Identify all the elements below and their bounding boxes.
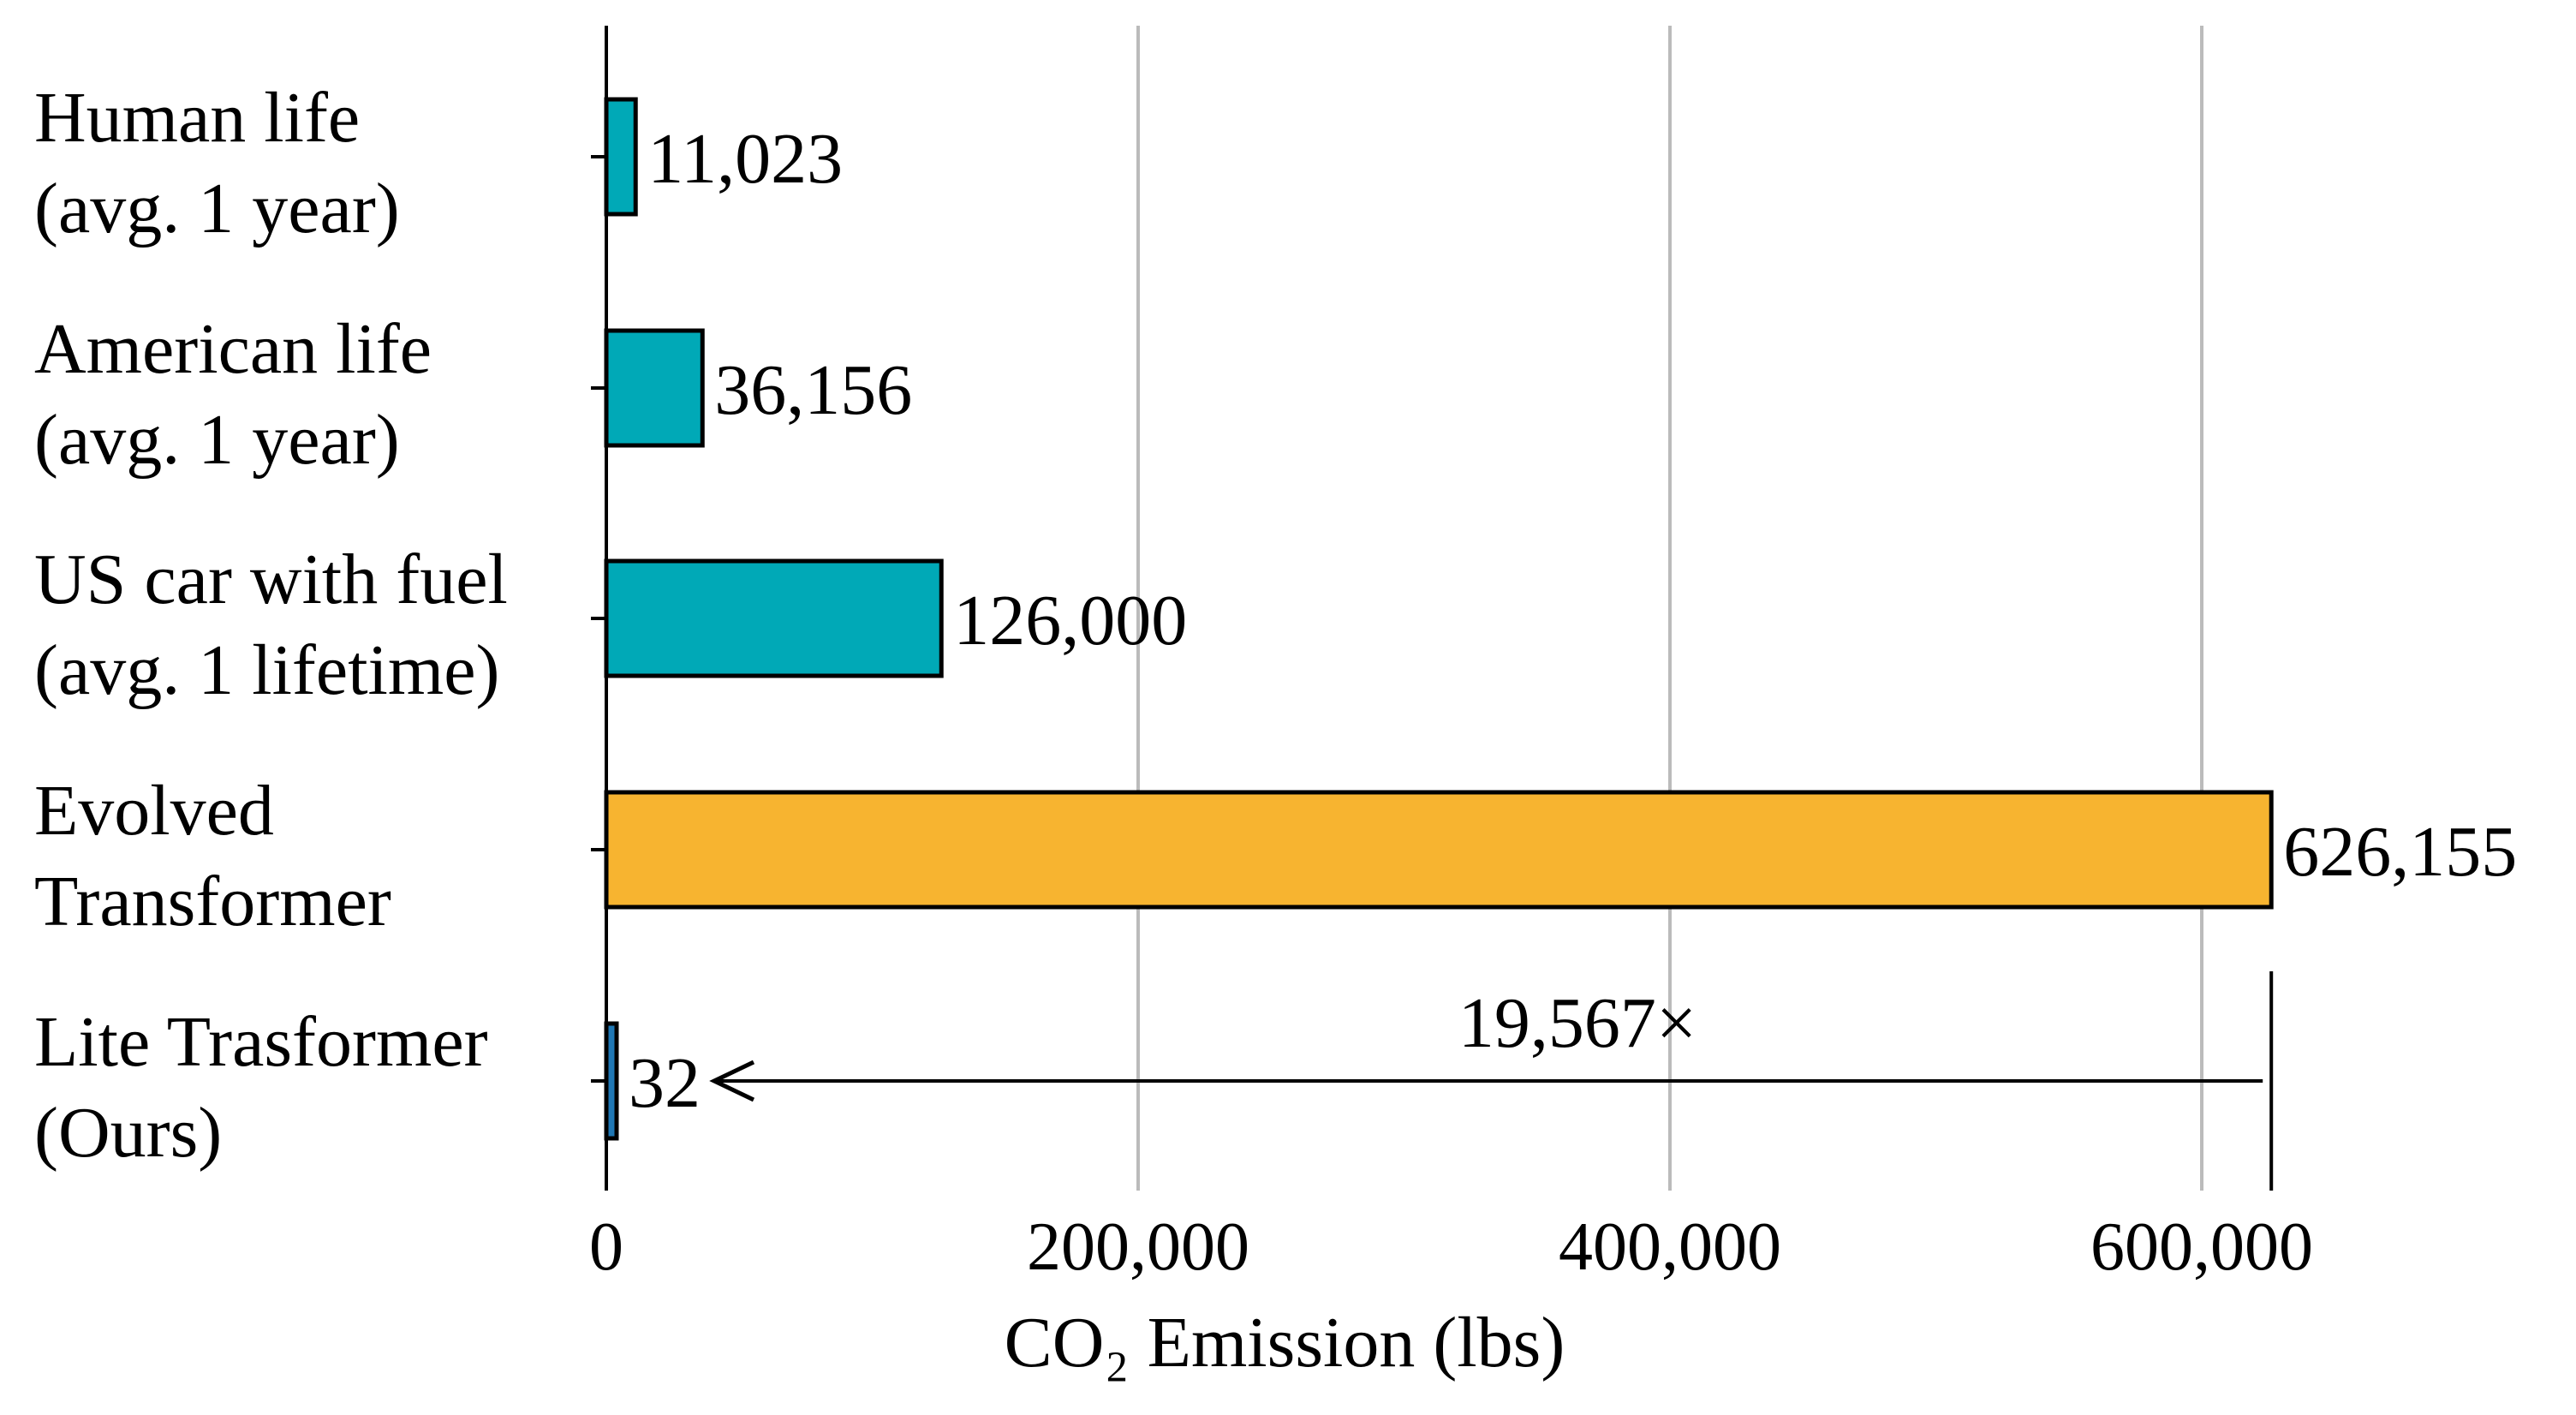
category-label-3: Evolved Transformer xyxy=(34,771,391,941)
category-label-line: (avg. 1 year) xyxy=(34,169,400,248)
x-tick-label-1: 200,000 xyxy=(1027,1209,1249,1285)
value-label-1: 36,156 xyxy=(714,350,912,430)
x-axis-title: CO₂ Emission (lbs) xyxy=(1005,1303,1565,1382)
value-label-0: 11,023 xyxy=(647,119,843,199)
category-label-line: Transformer xyxy=(34,862,391,941)
value-label-3: 626,155 xyxy=(2283,812,2517,892)
category-label-4: Lite Trasformer (Ours) xyxy=(34,1002,488,1173)
category-label-line: (Ours) xyxy=(34,1093,222,1173)
value-label-2: 126,000 xyxy=(953,581,1187,660)
annotation-arrow-head xyxy=(709,1060,755,1102)
category-label-line: American life xyxy=(34,309,432,389)
x-tick-label-0: 0 xyxy=(589,1209,623,1285)
bar-0 xyxy=(604,97,638,217)
bar-1 xyxy=(604,328,705,448)
category-label-2: US car with fuel (avg. 1 lifetime) xyxy=(34,540,508,710)
bar-3 xyxy=(604,790,2274,910)
category-label-line: Human life xyxy=(34,78,360,158)
x-tick-labels: 0 200,000 400,000 600,000 xyxy=(589,1209,2313,1285)
category-label-line: (avg. 1 lifetime) xyxy=(34,630,499,710)
annotation-ratio-label: 19,567× xyxy=(1458,983,1696,1063)
grid-lines xyxy=(1136,26,2203,1191)
category-label-line: Lite Trasformer xyxy=(34,1002,488,1082)
category-label-line: (avg. 1 year) xyxy=(34,400,400,480)
value-label-4: 32 xyxy=(629,1043,701,1123)
x-tick-label-2: 400,000 xyxy=(1559,1209,1781,1285)
category-labels: Human life (avg. 1 year) American life (avg… xyxy=(34,78,508,1173)
bar-2 xyxy=(604,558,944,678)
value-labels: 11,023 36,156 126,000 626,155 32 xyxy=(629,119,2517,1123)
category-label-0: Human life (avg. 1 year) xyxy=(34,78,400,248)
category-label-line: US car with fuel xyxy=(34,540,508,619)
category-label-1: American life (avg. 1 year) xyxy=(34,309,432,480)
bars xyxy=(604,97,2274,1141)
y-axis xyxy=(591,26,608,1191)
ratio-annotation: 19,567× xyxy=(709,971,2274,1191)
x-tick-label-3: 600,000 xyxy=(2090,1209,2313,1285)
category-label-line: Evolved xyxy=(34,771,274,851)
